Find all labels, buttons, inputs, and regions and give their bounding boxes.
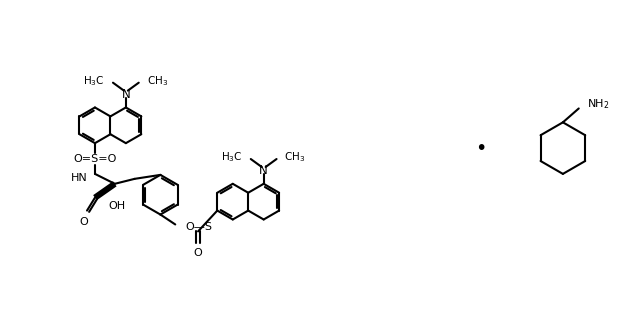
Text: OH: OH	[109, 201, 126, 211]
Text: H$_3$C: H$_3$C	[221, 150, 243, 164]
Text: H$_3$C: H$_3$C	[83, 74, 105, 88]
Text: O=S=O: O=S=O	[73, 154, 116, 164]
Text: N: N	[259, 164, 268, 177]
Text: CH$_3$: CH$_3$	[285, 150, 306, 164]
Text: •: •	[475, 139, 486, 158]
Text: CH$_3$: CH$_3$	[147, 74, 168, 88]
Text: N: N	[122, 88, 130, 101]
Text: NH$_2$: NH$_2$	[587, 98, 609, 111]
Text: HN: HN	[71, 173, 88, 183]
Text: O: O	[79, 216, 88, 226]
Text: O—S: O—S	[185, 223, 212, 233]
Text: O: O	[194, 248, 202, 258]
